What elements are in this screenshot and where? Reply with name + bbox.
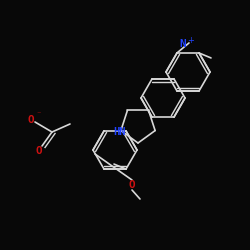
Text: O: O bbox=[28, 115, 34, 125]
Text: +: + bbox=[187, 36, 194, 45]
Text: N: N bbox=[179, 39, 186, 49]
Text: O: O bbox=[128, 180, 136, 190]
Text: O: O bbox=[36, 146, 43, 156]
Text: ⁻: ⁻ bbox=[37, 110, 41, 118]
Text: HN: HN bbox=[114, 127, 126, 137]
